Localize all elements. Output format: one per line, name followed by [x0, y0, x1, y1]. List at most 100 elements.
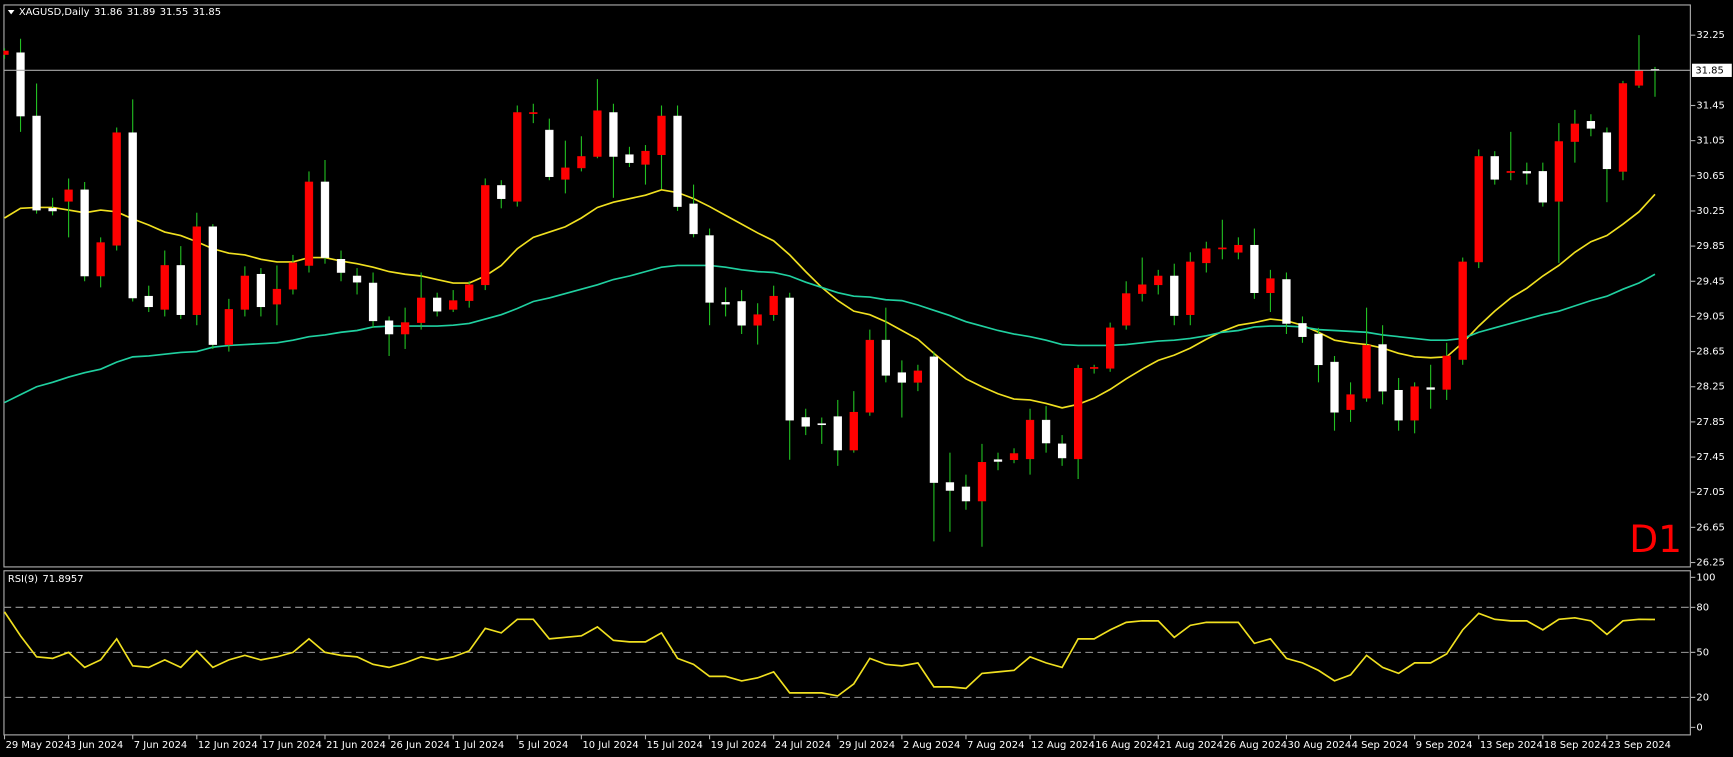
- candle-body: [1057, 443, 1067, 459]
- x-tick-label: 4 Sep 2024: [1352, 740, 1409, 751]
- menu-arrow[interactable]: [7, 9, 15, 15]
- y-tick-label: 27.85: [1696, 417, 1724, 428]
- symbol-header: XAGUSD,Daily 31.86 31.89 31.55 31.85: [19, 7, 221, 18]
- y-tick-label: 31.05: [1696, 136, 1724, 147]
- candle-body: [96, 242, 105, 277]
- candle-body: [352, 275, 362, 283]
- candle-body: [433, 297, 442, 312]
- candle-body: [1266, 278, 1275, 293]
- x-tick-label: 26 Jun 2024: [390, 740, 450, 751]
- x-tick-label: 3 Jun 2024: [70, 740, 123, 751]
- y-tick-label: 31.45: [1696, 100, 1724, 111]
- moving-average: [4, 264, 1656, 404]
- candle-body: [1122, 293, 1131, 326]
- header-close: 31.85: [193, 7, 221, 18]
- candle-body: [1041, 419, 1051, 444]
- rsi-tick-label: 20: [1696, 692, 1709, 703]
- candle-body: [288, 262, 298, 290]
- candle-body: [1202, 248, 1211, 264]
- y-tick-label: 30.65: [1696, 171, 1724, 182]
- candle-body: [1186, 261, 1195, 315]
- candle-body: [865, 339, 874, 413]
- candle-body: [1410, 386, 1419, 421]
- rsi-header: RSI(9) 71.8957: [8, 574, 84, 585]
- y-tick-label: 28.65: [1696, 347, 1724, 358]
- candle-body: [128, 132, 137, 299]
- candle-body: [801, 417, 810, 427]
- candle-body: [1170, 275, 1179, 316]
- candle-body: [449, 300, 458, 310]
- price-panel: [3, 35, 1691, 547]
- candle-body: [3, 50, 9, 55]
- x-tick-label: 26 Aug 2024: [1223, 740, 1287, 751]
- x-tick-label: 9 Sep 2024: [1416, 740, 1473, 751]
- y-tick-label: 26.65: [1696, 522, 1724, 533]
- candle-body: [737, 301, 746, 326]
- header-high: 31.89: [127, 7, 155, 18]
- x-tick-label: 17 Jun 2024: [262, 740, 322, 751]
- candle-body: [1442, 355, 1451, 390]
- candle-body: [705, 235, 714, 303]
- x-tick-label: 15 Jul 2024: [647, 740, 703, 751]
- candle-body: [1362, 345, 1371, 399]
- rsi-tick-label: 0: [1696, 722, 1702, 733]
- candle-body: [144, 295, 153, 308]
- axes: 32.25 31.45 31.05 30.65 30.25 29.85 29.45 29.05…: [3, 30, 1732, 751]
- x-tick-label: 30 Aug 2024: [1288, 740, 1352, 751]
- main-panel-frame: [3, 4, 1691, 568]
- candle-body: [465, 284, 474, 301]
- candle-body: [897, 372, 907, 383]
- candle-body: [1282, 279, 1291, 324]
- rsi-title: RSI(9): [8, 574, 38, 585]
- candle-body: [32, 115, 41, 211]
- candle-body: [272, 288, 282, 305]
- rsi-tick-label: 50: [1696, 647, 1709, 658]
- candle-body: [320, 181, 330, 258]
- candle-body: [593, 110, 602, 157]
- y-tick-label: 30.25: [1696, 206, 1724, 217]
- x-tick-label: 18 Sep 2024: [1544, 740, 1607, 751]
- candle-body: [1506, 171, 1515, 173]
- x-tick-label: 19 Jul 2024: [711, 740, 767, 751]
- x-tick-label: 5 Jul 2024: [518, 740, 568, 751]
- candle-body: [721, 302, 730, 305]
- candle-body: [689, 203, 698, 235]
- y-tick-label: 29.05: [1696, 311, 1724, 322]
- x-tick-label: 2 Aug 2024: [903, 740, 960, 751]
- candle-body: [785, 297, 794, 421]
- candle-body: [625, 154, 634, 163]
- candle-body: [913, 370, 923, 383]
- x-tick-label: 21 Jun 2024: [326, 740, 386, 751]
- candle-body: [1330, 361, 1339, 413]
- candle-body: [1378, 344, 1387, 392]
- y-tick-label: 28.25: [1696, 382, 1724, 393]
- candle-body: [1602, 132, 1612, 170]
- symbol: XAGUSD,Daily: [19, 7, 90, 18]
- candle-body: [1586, 121, 1596, 129]
- candle-body: [529, 112, 538, 114]
- candle-body: [513, 112, 522, 202]
- candle-body: [881, 339, 890, 376]
- current-price-box: [1692, 63, 1732, 77]
- candle-body: [641, 150, 650, 165]
- candle-body: [1314, 333, 1323, 366]
- x-tick-label: 16 Aug 2024: [1095, 740, 1159, 751]
- candle-body: [192, 226, 201, 315]
- candle-body: [384, 320, 394, 335]
- candle-body: [1218, 247, 1227, 250]
- candle-body: [1073, 368, 1083, 460]
- candle-body: [977, 462, 987, 502]
- candle-body: [336, 259, 346, 273]
- x-tick-label: 1 Jul 2024: [454, 740, 504, 751]
- current-price-label: 31.85: [1695, 65, 1723, 76]
- candle-body: [1394, 389, 1403, 421]
- candle-body: [240, 275, 250, 310]
- candle-body: [1106, 327, 1115, 369]
- candle-body: [833, 416, 842, 451]
- candle-body: [1090, 367, 1099, 369]
- candle-body: [400, 322, 410, 335]
- timeframe-label: D1: [1629, 517, 1682, 561]
- candle-body: [16, 52, 25, 117]
- candle-body: [1458, 261, 1467, 360]
